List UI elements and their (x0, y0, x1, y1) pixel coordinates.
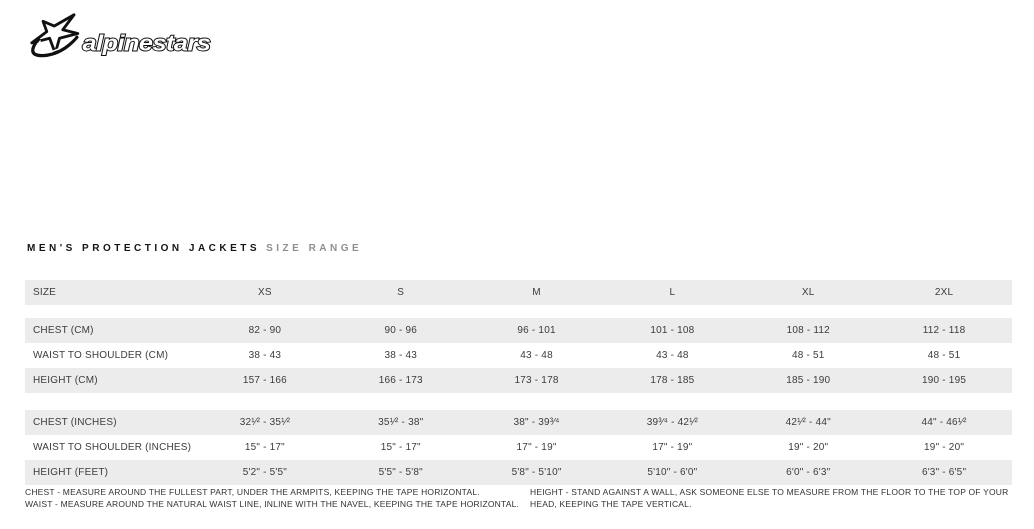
cell-value: 82 - 90 (248, 325, 282, 336)
cell-value: 166 - 173 (378, 375, 423, 386)
cell-value: 178 - 185 (650, 375, 695, 386)
cell-value: 35¹⁄² - 38" (378, 417, 424, 428)
cell-value: 108 - 112 (786, 325, 830, 336)
cell-value: 5'10" - 6'0" (647, 467, 698, 478)
column-header-xs: XS (258, 287, 272, 298)
measurement-notes: CHEST - MEASURE AROUND THE FULLEST PART,… (25, 487, 1010, 510)
cell-value: 185 - 190 (786, 375, 831, 386)
title-main: MEN'S PROTECTION JACKETS (27, 243, 261, 254)
table-header-row: SIZE XS S M L XL 2XL (25, 280, 1012, 305)
cell-value: 38 - 43 (384, 350, 418, 361)
cell-value: 43 - 48 (520, 350, 553, 361)
cell-value: 17" - 19" (516, 442, 557, 453)
table-row-waist-to-shoulder-cm: WAIST TO SHOULDER (CM) 38 - 43 38 - 43 4… (25, 343, 1012, 368)
cell-value: 5'8" - 5'10" (511, 467, 562, 478)
column-header-m: M (532, 287, 541, 298)
table-row-height-feet: HEIGHT (FEET) 5'2" - 5'5" 5'5" - 5'8" 5'… (25, 460, 1012, 485)
alpinestars-star-icon: alpinestars (30, 13, 212, 58)
notes-right-column: HEIGHT - STAND AGAINST A WALL, ASK SOMEO… (530, 487, 1010, 510)
table-row-waist-to-shoulder-inches: WAIST TO SHOULDER (INCHES) 15" - 17" 15"… (25, 435, 1012, 460)
cell-value: 5'2" - 5'5" (242, 467, 288, 478)
column-header-size: SIZE (33, 287, 57, 298)
row-label: HEIGHT (CM) (33, 375, 98, 386)
table-gap (25, 393, 1012, 410)
cell-value: 19" - 20" (788, 442, 829, 453)
cell-value: 19" - 20" (924, 442, 965, 453)
cell-value: 43 - 48 (656, 350, 689, 361)
column-header-l: L (669, 287, 676, 298)
alpinestars-logo[interactable]: alpinestars (28, 10, 216, 66)
table-row-height-cm: HEIGHT (CM) 157 - 166 166 - 173 173 - 17… (25, 368, 1012, 393)
cell-value: 90 - 96 (384, 325, 418, 336)
cell-value: 32¹⁄² - 35¹⁄² (239, 417, 291, 428)
column-header-s: S (397, 287, 405, 298)
row-label: HEIGHT (FEET) (33, 467, 109, 478)
row-label: WAIST TO SHOULDER (INCHES) (33, 442, 192, 453)
row-label: CHEST (INCHES) (33, 417, 117, 428)
cell-value: 157 - 166 (242, 375, 287, 386)
alpinestars-wordmark: alpinestars (83, 30, 211, 55)
cell-value: 39³⁄⁴ - 42¹⁄² (646, 417, 699, 428)
cell-value: 101 - 108 (650, 325, 695, 336)
note-chest: CHEST - MEASURE AROUND THE FULLEST PART,… (25, 487, 480, 497)
cell-value: 112 - 118 (922, 325, 966, 336)
cell-value: 48 - 51 (927, 350, 961, 361)
page-title: MEN'S PROTECTION JACKETS SIZE RANGE (27, 243, 362, 254)
cell-value: 38 - 43 (248, 350, 282, 361)
table-row-chest-inches: CHEST (INCHES) 32¹⁄² - 35¹⁄² 35¹⁄² - 38"… (25, 410, 1012, 435)
row-label: CHEST (CM) (33, 325, 94, 336)
cell-value: 6'3" - 6'5" (921, 467, 967, 478)
cell-value: 6'0" - 6'3" (786, 467, 831, 478)
cell-value: 42¹⁄² - 44" (785, 417, 831, 428)
cell-value: 38" - 39³⁄⁴ (513, 417, 560, 428)
table-row-chest-cm: CHEST (CM) 82 - 90 90 - 96 96 - 101 101 … (25, 318, 1012, 343)
cell-value: 15" - 17" (244, 442, 285, 453)
cell-value: 173 - 178 (514, 375, 559, 386)
note-height: HEIGHT - STAND AGAINST A WALL, ASK SOMEO… (530, 487, 1009, 509)
row-label: WAIST TO SHOULDER (CM) (33, 350, 169, 361)
column-header-2xl: 2XL (934, 287, 954, 298)
size-table: SIZE XS S M L XL 2XL CHEST (CM) 82 - 90 … (25, 280, 1012, 485)
cell-value: 190 - 195 (922, 375, 967, 386)
cell-value: 96 - 101 (517, 325, 556, 336)
column-header-xl: XL (801, 287, 815, 298)
title-sub: SIZE RANGE (266, 243, 363, 254)
cell-value: 5'5" - 5'8" (378, 467, 423, 478)
notes-left-column: CHEST - MEASURE AROUND THE FULLEST PART,… (25, 487, 530, 510)
cell-value: 44" - 46¹⁄² (921, 417, 967, 428)
table-gap (25, 305, 1012, 318)
cell-value: 17" - 19" (652, 442, 693, 453)
cell-value: 48 - 51 (791, 350, 825, 361)
cell-value: 15" - 17" (380, 442, 421, 453)
note-waist: WAIST - MEASURE AROUND THE NATURAL WAIST… (25, 498, 520, 509)
